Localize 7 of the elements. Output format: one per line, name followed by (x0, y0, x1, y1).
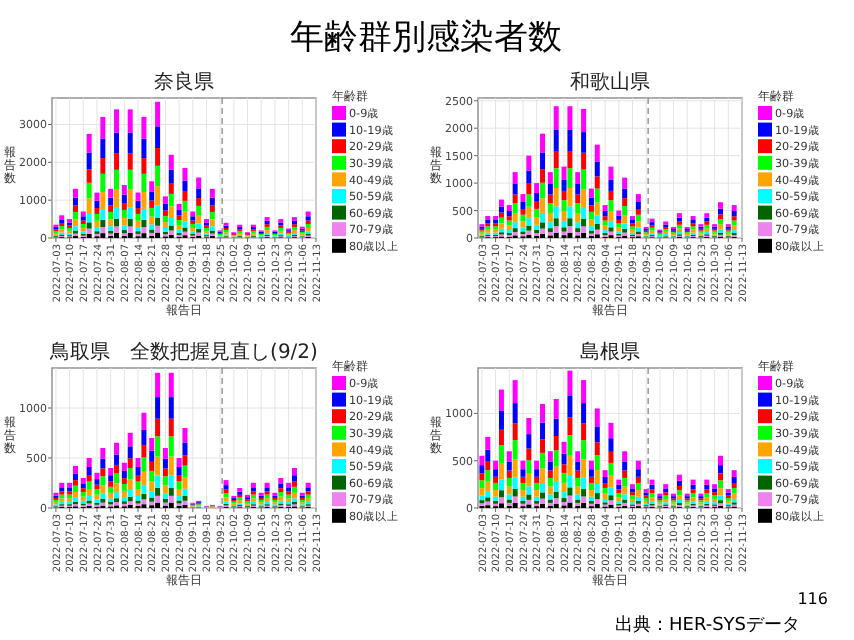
text: 116 (797, 590, 828, 608)
source-note: 出典：HER-SYSデータ (614, 614, 800, 636)
text: 年齢群別感染者数 (290, 18, 562, 58)
chart-title: 和歌山県 (570, 70, 650, 94)
chart-title: 島根県 (580, 340, 640, 364)
chart-title: 奈良県 (154, 70, 214, 94)
chart-title: 鳥取県 全数把握見直し(9/2) (48, 340, 319, 364)
